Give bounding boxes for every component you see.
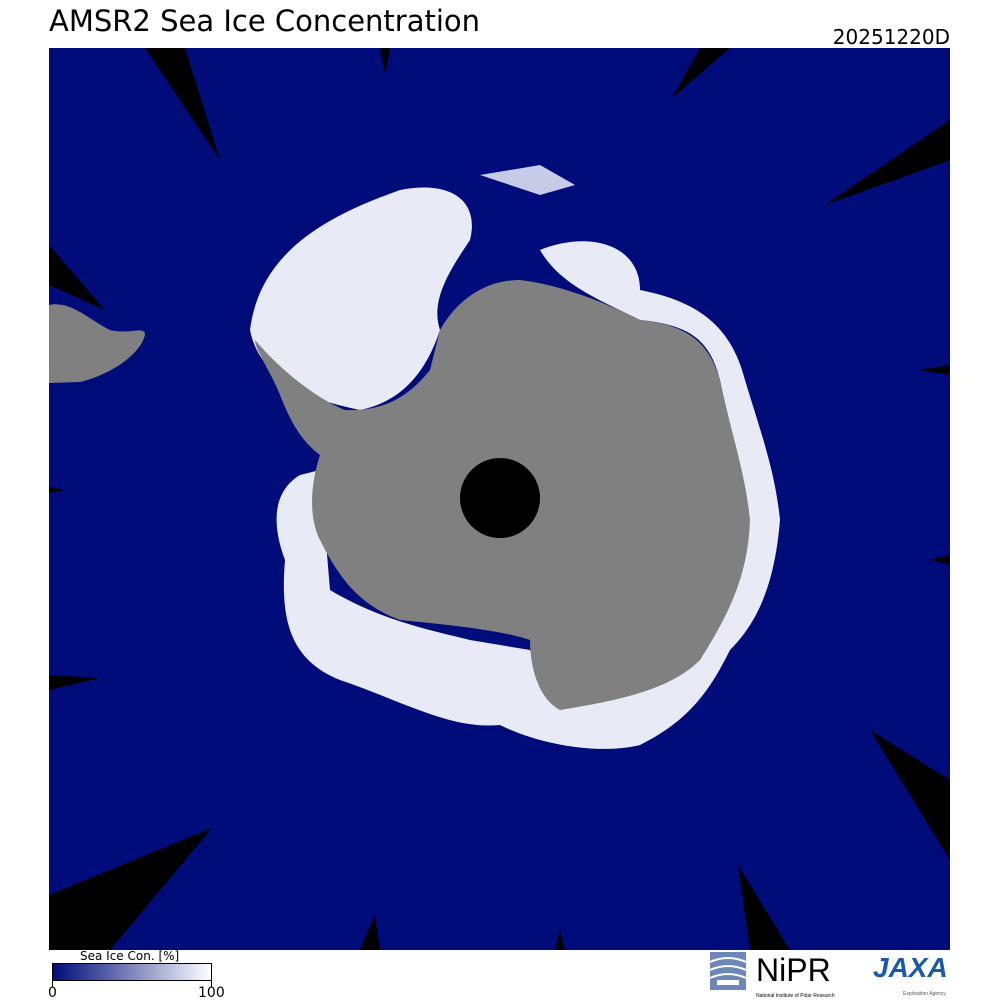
nipr-logo-icon: NiPR National Institute of Polar Researc… bbox=[709, 952, 835, 999]
jaxa-logo-text: JAXA bbox=[873, 952, 948, 983]
sea-ice bbox=[250, 165, 780, 749]
jaxa-logo-icon: JAXA Exploration Agency bbox=[873, 952, 948, 997]
no-data-wedge bbox=[380, 48, 390, 75]
no-data-wedge bbox=[360, 915, 380, 950]
colorbar bbox=[52, 963, 212, 981]
weddell-sea-ice bbox=[250, 187, 472, 410]
no-data-wedge bbox=[672, 48, 730, 98]
no-data-wedge bbox=[49, 245, 105, 310]
no-data-wedge bbox=[930, 555, 950, 565]
no-data-wedge bbox=[738, 865, 790, 950]
colorbar-min-label: 0 bbox=[48, 985, 57, 1001]
no-data-wedge bbox=[145, 48, 220, 160]
nipr-logo-subtitle: National Institute of Polar Research bbox=[756, 993, 835, 999]
colorbar-max-label: 100 bbox=[198, 985, 225, 1001]
colorbar-label: Sea Ice Con. [%] bbox=[80, 949, 180, 963]
map-title: AMSR2 Sea Ice Concentration bbox=[49, 4, 481, 38]
no-data-wedges bbox=[49, 48, 950, 950]
no-data-wedge bbox=[825, 120, 950, 205]
no-data-wedge bbox=[870, 730, 950, 860]
no-data-wedge bbox=[49, 675, 100, 690]
no-data-wedge bbox=[918, 365, 950, 375]
pole-hole bbox=[460, 458, 540, 538]
logos: NiPR National Institute of Polar Researc… bbox=[708, 950, 950, 1004]
date-code: 20251220D bbox=[832, 25, 950, 49]
colorbar-tick-min bbox=[52, 981, 53, 987]
no-data-wedge bbox=[49, 828, 212, 950]
no-data-wedge bbox=[555, 930, 565, 950]
jaxa-logo-subtitle: Exploration Agency bbox=[903, 991, 946, 997]
logos-graphic: NiPR National Institute of Polar Researc… bbox=[709, 952, 948, 999]
colorbar-tick-max bbox=[211, 981, 212, 987]
nipr-logo-text: NiPR bbox=[756, 952, 831, 988]
south-america-land bbox=[49, 304, 145, 383]
sea-ice-floe bbox=[480, 165, 575, 195]
sea-ice-map bbox=[49, 48, 950, 950]
no-data-wedge bbox=[49, 487, 65, 493]
